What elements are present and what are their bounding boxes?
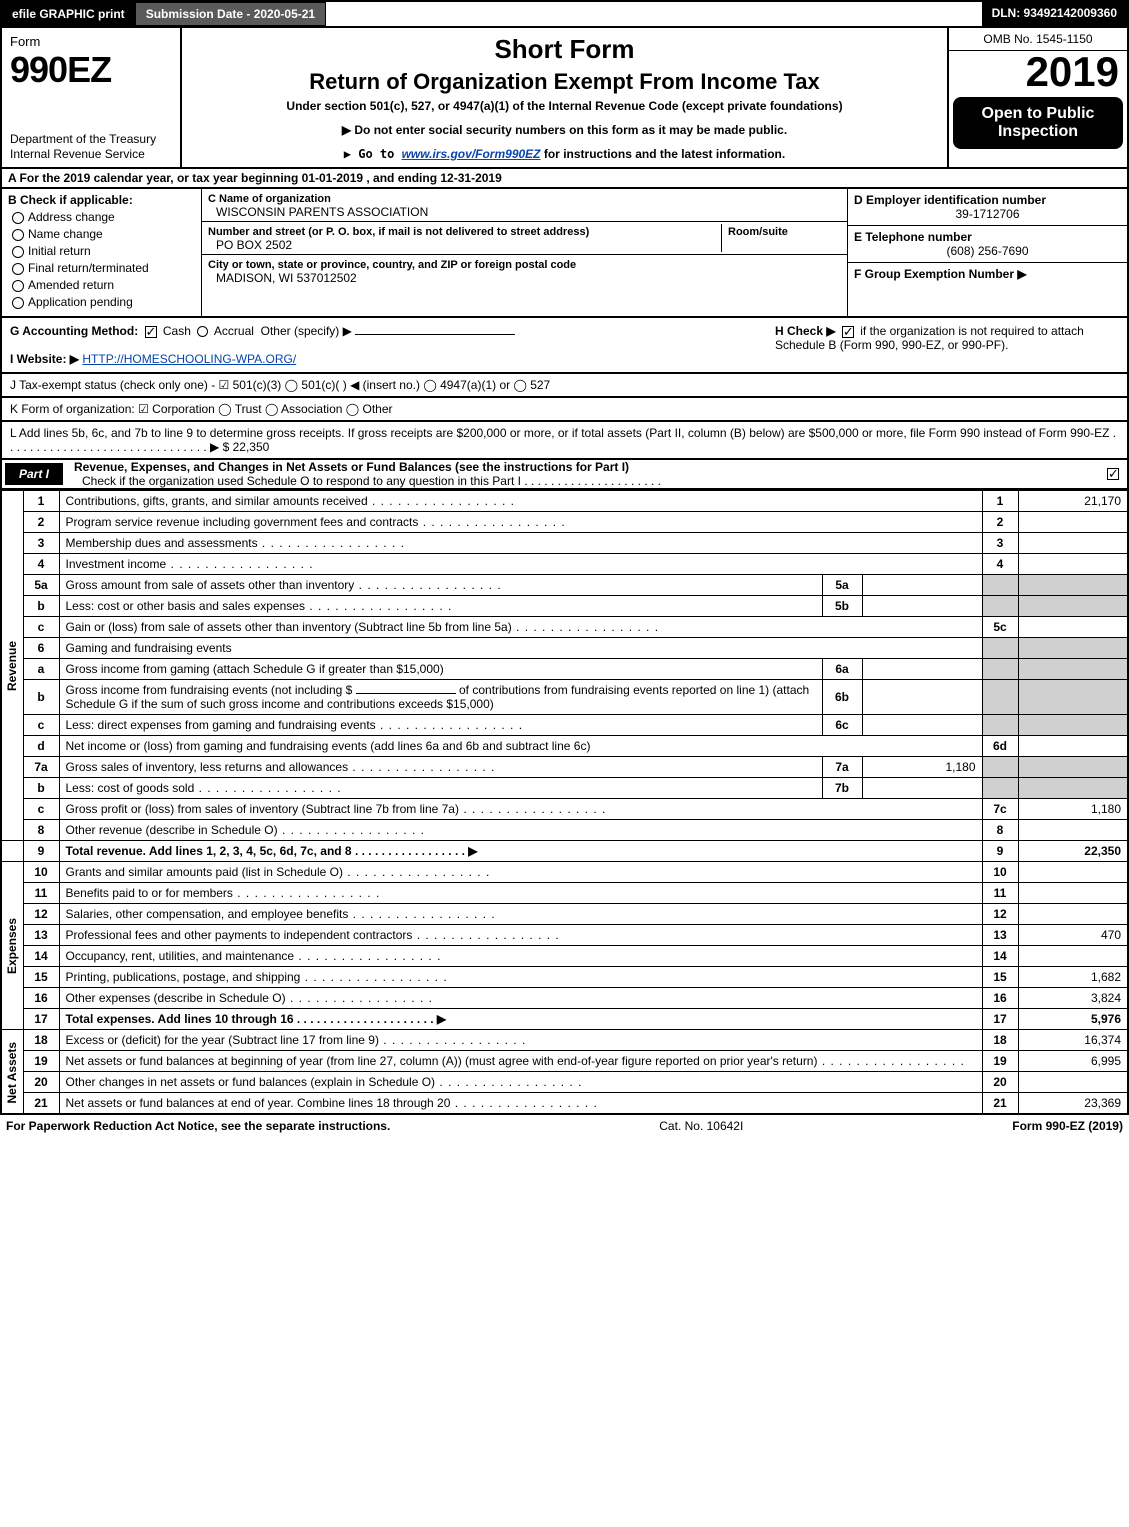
form-header: Form 990EZ Department of the Treasury In…	[0, 28, 1129, 169]
department: Department of the Treasury Internal Reve…	[10, 132, 172, 161]
line-19-amt: 6,995	[1018, 1051, 1128, 1072]
city-label: City or town, state or province, country…	[208, 259, 576, 271]
part1-header: Part I Revenue, Expenses, and Changes in…	[0, 460, 1129, 490]
revenue-side-label: Revenue	[1, 491, 23, 841]
line-1-desc: Contributions, gifts, grants, and simila…	[59, 491, 982, 512]
h-checkbox[interactable]	[842, 326, 854, 338]
entity-block: B Check if applicable: Address change Na…	[0, 189, 1129, 318]
room-label: Room/suite	[728, 226, 788, 238]
k-form-org: K Form of organization: ☑ Corporation ◯ …	[0, 398, 1129, 422]
page-footer: For Paperwork Reduction Act Notice, see …	[0, 1115, 1129, 1137]
line-15-amt: 1,682	[1018, 967, 1128, 988]
d-ein-value: 39-1712706	[854, 207, 1121, 221]
i-website-label: I Website: ▶	[10, 352, 79, 366]
d-ein-label: D Employer identification number	[854, 193, 1046, 207]
under-section: Under section 501(c), 527, or 4947(a)(1)…	[192, 99, 937, 113]
e-phone-value: (608) 256-7690	[854, 244, 1121, 258]
city-value: MADISON, WI 537012502	[216, 271, 357, 285]
part1-table: Revenue 1 Contributions, gifts, grants, …	[0, 490, 1129, 1115]
check-pending[interactable]: Application pending	[12, 295, 195, 309]
goto-instructions: ▶ Go to www.irs.gov/Form990EZ for instru…	[192, 147, 937, 161]
form-number: 990EZ	[10, 49, 172, 91]
part1-title: Revenue, Expenses, and Changes in Net As…	[66, 460, 1104, 488]
part1-tab: Part I	[5, 463, 63, 485]
topbar: efile GRAPHIC print Submission Date - 20…	[0, 0, 1129, 28]
line-13-amt: 470	[1018, 925, 1128, 946]
line-16-amt: 3,824	[1018, 988, 1128, 1009]
gh-row: G Accounting Method: Cash Accrual Other …	[0, 318, 1129, 374]
section-b: B Check if applicable: Address change Na…	[2, 189, 202, 316]
check-final-return[interactable]: Final return/terminated	[12, 261, 195, 275]
line-9-amt: 22,350	[1018, 841, 1128, 862]
header-right: OMB No. 1545-1150 2019 Open to Public In…	[947, 28, 1127, 167]
j-tax-exempt: J Tax-exempt status (check only one) - ☑…	[0, 374, 1129, 398]
efile-graphic-print[interactable]: efile GRAPHIC print	[2, 2, 135, 26]
line-21-amt: 23,369	[1018, 1093, 1128, 1115]
efile-label: efile GRAPHIC print	[12, 7, 125, 21]
street-label: Number and street (or P. O. box, if mail…	[208, 226, 589, 238]
header-center: Short Form Return of Organization Exempt…	[182, 28, 947, 167]
check-amended[interactable]: Amended return	[12, 278, 195, 292]
line-7c-amt: 1,180	[1018, 799, 1128, 820]
expenses-side-label: Expenses	[1, 862, 23, 1030]
g-cash-check[interactable]	[145, 326, 157, 338]
check-name-change[interactable]: Name change	[12, 227, 195, 241]
c-name-label: C Name of organization	[208, 193, 331, 205]
irs-link[interactable]: www.irs.gov/Form990EZ	[402, 147, 541, 161]
g-accounting: G Accounting Method: Cash Accrual Other …	[2, 318, 767, 372]
website-link[interactable]: HTTP://HOMESCHOOLING-WPA.ORG/	[82, 352, 296, 366]
section-c: C Name of organization WISCONSIN PARENTS…	[202, 189, 847, 316]
header-left: Form 990EZ Department of the Treasury In…	[2, 28, 182, 167]
street-value: PO BOX 2502	[216, 238, 292, 252]
g-other-input[interactable]	[355, 334, 515, 335]
org-name: WISCONSIN PARENTS ASSOCIATION	[216, 205, 428, 219]
b-title: B Check if applicable:	[8, 193, 195, 207]
form-footer-label: Form 990-EZ (2019)	[1012, 1119, 1123, 1133]
l-amount: 22,350	[233, 440, 270, 454]
f-group-label: F Group Exemption Number ▶	[854, 267, 1027, 281]
a-tax-year-line: A For the 2019 calendar year, or tax yea…	[0, 169, 1129, 189]
line-7a-inner-amt: 1,180	[862, 757, 982, 778]
open-to-public: Open to Public Inspection	[953, 97, 1123, 149]
tax-year: 2019	[949, 51, 1127, 93]
part1-schedule-o-check[interactable]	[1107, 468, 1119, 480]
check-address-change[interactable]: Address change	[12, 210, 195, 224]
dln: DLN: 93492142009360	[982, 2, 1127, 26]
6b-contrib-input[interactable]	[356, 693, 456, 694]
e-phone-label: E Telephone number	[854, 230, 972, 244]
form-word: Form	[10, 34, 172, 49]
section-def: D Employer identification number 39-1712…	[847, 189, 1127, 316]
line-17-amt: 5,976	[1018, 1009, 1128, 1030]
netassets-side-label: Net Assets	[1, 1030, 23, 1115]
h-check: H Check ▶ if the organization is not req…	[767, 318, 1127, 372]
short-form-title: Short Form	[192, 34, 937, 65]
paperwork-notice: For Paperwork Reduction Act Notice, see …	[6, 1119, 390, 1133]
g-accrual-radio[interactable]	[197, 326, 208, 337]
return-title: Return of Organization Exempt From Incom…	[192, 69, 937, 95]
line-18-amt: 16,374	[1018, 1030, 1128, 1051]
cat-no: Cat. No. 10642I	[659, 1119, 743, 1133]
submission-date: Submission Date - 2020-05-21	[135, 2, 326, 26]
do-not-enter: ▶ Do not enter social security numbers o…	[192, 123, 937, 137]
line-1-amt: 21,170	[1018, 491, 1128, 512]
check-initial-return[interactable]: Initial return	[12, 244, 195, 258]
l-gross-receipts: L Add lines 5b, 6c, and 7b to line 9 to …	[0, 422, 1129, 460]
